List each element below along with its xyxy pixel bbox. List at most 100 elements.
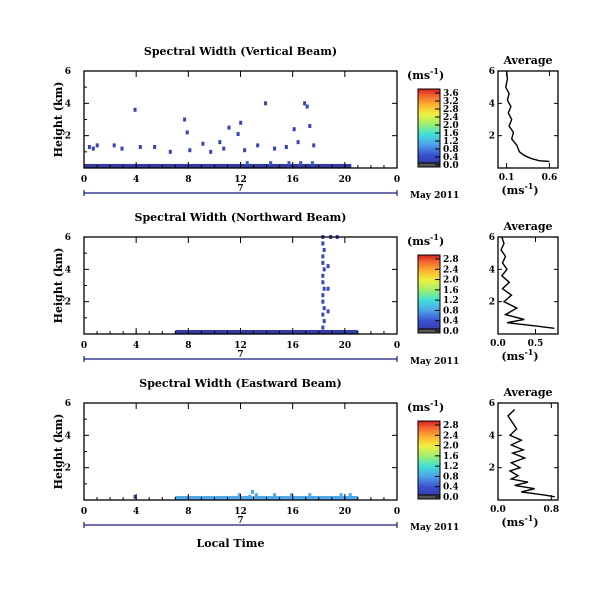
profile-frame <box>497 236 559 335</box>
heatmap-cell <box>321 260 325 265</box>
y-tick-label: 2 <box>65 464 71 474</box>
heatmap-cell <box>120 146 124 151</box>
profile-x-label-exp: -1 <box>524 347 533 357</box>
profile-frame <box>497 70 559 169</box>
x-tick-label: 20 <box>339 507 352 517</box>
x-tick-label: 0 <box>81 341 87 351</box>
date-label: May 2011 <box>410 191 459 201</box>
heatmap-cell <box>245 161 249 166</box>
profile-y-tick-label: 4 <box>489 99 495 109</box>
colorbar-tick-label: 2.8 <box>443 255 459 265</box>
profile-y-tick-label: 4 <box>489 265 495 275</box>
panel-2: Spectral Width (Northward Beam) Height (k… <box>52 211 559 367</box>
heatmap-cell <box>95 143 99 148</box>
x-tick-label: 16 <box>286 175 299 185</box>
x-tick-label: 12 <box>234 175 247 185</box>
heatmap-cell <box>312 143 316 148</box>
profile-line <box>500 236 555 329</box>
y-tick-label: 6 <box>65 233 71 243</box>
profile-y-tick-label: 4 <box>489 431 495 441</box>
profile-title: Average <box>502 386 552 399</box>
heatmap-cell <box>292 127 296 132</box>
colorbar-tick-label: 0.8 <box>443 306 459 316</box>
profile-y-tick-label: 2 <box>489 132 495 142</box>
colorbar-tick-label: 2.4 <box>443 113 459 123</box>
plot-frame <box>83 402 398 501</box>
y-tick-label: 4 <box>65 431 71 441</box>
heatmap-cell <box>284 144 288 149</box>
profile-x-tick-label: 0.5 <box>528 339 544 349</box>
colorbar <box>417 420 441 500</box>
heatmap-cell <box>326 286 330 291</box>
x-tick-label: 20 <box>339 175 352 185</box>
profile-x-tick-label: 0.1 <box>499 173 515 183</box>
panel-3: Spectral Width (Eastward Beam) Height (km… <box>52 377 559 550</box>
colorbar-tick-label: 1.2 <box>443 296 459 306</box>
y-tick-label: 2 <box>65 132 71 142</box>
y-tick-label: 4 <box>65 99 71 109</box>
colorbar-tick-label: 1.2 <box>443 462 459 472</box>
colorbar-tick-label: 0.4 <box>443 317 459 327</box>
heatmap-cell <box>321 254 325 259</box>
heatmap-cell <box>263 101 267 106</box>
colorbar-tick-label: 0.0 <box>443 493 459 503</box>
heatmap-cell <box>168 149 172 154</box>
profile-x-label-text: (ms <box>501 184 524 197</box>
profile-x-label: (ms-1) <box>501 347 538 363</box>
colorbar-tick-label: 2.8 <box>443 105 459 115</box>
profile-x-tick-label: 0.0 <box>490 339 506 349</box>
heatmap-cell <box>339 493 343 498</box>
x-tick-label: 20 <box>339 341 352 351</box>
x-tick-label: 16 <box>286 341 299 351</box>
x-tick-label: 12 <box>234 507 247 517</box>
colorbar-tick-label: 2.0 <box>443 121 459 131</box>
date-marker: 7 <box>237 516 243 526</box>
x-tick-label: 4 <box>133 341 139 351</box>
profile-y-tick-label: 2 <box>489 464 495 474</box>
heatmap-cell <box>87 144 91 149</box>
heatmap-cell <box>305 104 309 109</box>
plot-frame <box>83 236 398 335</box>
x-tick-label: 4 <box>133 507 139 517</box>
colorbar-tick-label: 2.0 <box>443 276 459 286</box>
colorbar-unit: (ms-1) <box>407 398 444 414</box>
heatmap-cell <box>201 141 205 146</box>
colorbar <box>417 254 441 334</box>
colorbar-tick-label: 0.4 <box>443 153 459 163</box>
plot-frame <box>83 70 398 169</box>
profile-y-tick-label: 6 <box>489 399 495 409</box>
profile-line <box>507 408 555 498</box>
heatmap-cell <box>308 123 312 128</box>
heatmap-cell <box>237 493 241 498</box>
heatmap-cell <box>273 146 277 151</box>
profile-x-tick-label: 0.6 <box>542 173 558 183</box>
colorbar-unit-exp: -1 <box>430 66 439 76</box>
heatmap-cell <box>321 280 325 285</box>
heatmap-cell <box>326 264 330 269</box>
x-tick-label: 0 <box>394 175 400 185</box>
heatmap-cell <box>321 273 325 278</box>
colorbar-tick-label: 3.2 <box>443 97 459 107</box>
heatmap-cell <box>321 299 325 304</box>
x-tick-label: 8 <box>185 507 191 517</box>
chart-title: Spectral Width (Vertical Beam) <box>144 45 337 58</box>
x-tick-label: 0 <box>394 507 400 517</box>
colorbar-unit: (ms-1) <box>407 66 444 82</box>
heatmap-cell <box>322 247 326 252</box>
heatmap-cell <box>299 161 303 166</box>
y-tick-label: 2 <box>65 298 71 308</box>
profile-line <box>504 70 550 163</box>
date-label: May 2011 <box>410 357 459 367</box>
heatmap-cell <box>308 493 312 498</box>
heatmap-cell <box>310 161 314 166</box>
colorbar-tick-label: 2.0 <box>443 442 459 452</box>
heatmap-cell <box>209 149 213 154</box>
profile-title: Average <box>502 220 552 233</box>
profile-y-tick-label: 6 <box>489 67 495 77</box>
colorbar-unit-exp: -1 <box>430 232 439 242</box>
date-marker: 7 <box>237 184 243 194</box>
profile-x-label-close: ) <box>533 184 538 197</box>
heatmap-cell <box>321 241 325 246</box>
colorbar-unit-close: ) <box>439 69 444 82</box>
